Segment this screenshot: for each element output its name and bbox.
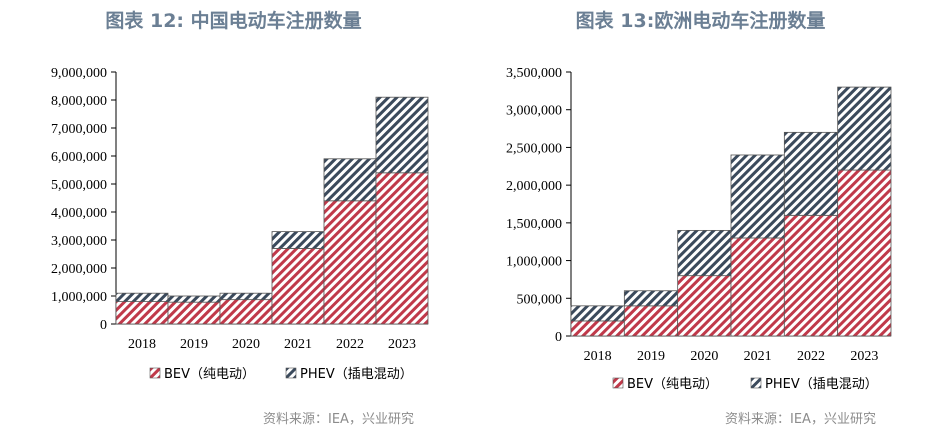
- y-tick-label: 0: [100, 318, 107, 333]
- legend-label-phev: PHEV（插电混动）: [300, 367, 413, 382]
- y-tick-label: 3,500,000: [506, 66, 562, 81]
- bar-segment-phev-2019: [167, 295, 221, 303]
- bar-segment-bev-2021: [271, 247, 325, 325]
- bar-segment-bev-2019: [623, 305, 679, 337]
- x-tick-label: 2022: [336, 337, 364, 352]
- bar-segment-phev-2023: [837, 86, 892, 171]
- y-tick-label: 1,000,000: [51, 290, 107, 305]
- bar-segment-bev-2020: [677, 275, 732, 337]
- bar-segment-bev-2019: [167, 301, 221, 325]
- x-tick-label: 2021: [744, 349, 772, 364]
- x-tick-label: 2019: [180, 337, 208, 352]
- bar-segment-phev-2020: [219, 292, 273, 301]
- y-tick-label: 8,000,000: [51, 94, 107, 109]
- chart-plot-china: 0 1,000,000 2,000,000 3,000,000 4,000,000 5,0…: [51, 66, 429, 382]
- bar-segment-bev-2020: [219, 299, 273, 325]
- x-tick-label: 2021: [284, 337, 312, 352]
- y-tick-label: 2,000,000: [51, 262, 107, 277]
- y-tick-label: 1,000,000: [506, 255, 562, 270]
- bar-segment-phev-2020: [677, 229, 732, 277]
- y-tick-label: 500,000: [517, 292, 563, 307]
- y-tick-label: 0: [555, 330, 562, 345]
- bar-segment-bev-2022: [323, 200, 377, 325]
- legend-swatch-phev: [285, 367, 297, 379]
- bar-segment-bev-2018: [570, 320, 625, 337]
- bar-segment-phev-2022: [783, 131, 839, 216]
- y-tick-label: 9,000,000: [51, 66, 107, 81]
- bar-segment-bev-2022: [783, 214, 839, 337]
- y-tick-label: 1,500,000: [506, 217, 562, 232]
- y-tick-label: 3,000,000: [506, 104, 562, 119]
- bar-segment-bev-2023: [837, 169, 892, 337]
- legend-swatch-phev: [750, 377, 762, 389]
- x-tick-label: 2019: [637, 349, 665, 364]
- x-tick-label: 2020: [232, 337, 260, 352]
- x-tick-label: 2018: [128, 337, 156, 352]
- chart-title: 图表 12: 中国电动车注册数量: [105, 10, 362, 32]
- y-tick-label: 5,000,000: [51, 178, 107, 193]
- chart-panel-europe: 图表 13:欧洲电动车注册数量 0 500,000 1,000,000 1,500,0…: [467, 0, 934, 431]
- bar-segment-phev-2019: [623, 290, 679, 307]
- bar-segment-phev-2022: [323, 158, 377, 202]
- x-tick-label: 2023: [850, 349, 878, 364]
- chart-title: 图表 13:欧洲电动车注册数量: [575, 10, 826, 32]
- x-tick-label: 2023: [388, 337, 416, 352]
- chart-plot-europe: 0 500,000 1,000,000 1,500,000 2,000,000 2,500…: [506, 66, 892, 392]
- bar-segment-phev-2018: [570, 305, 625, 322]
- x-tick-label: 2018: [584, 349, 612, 364]
- bar-segment-bev-2018: [115, 301, 169, 325]
- legend-label-bev: BEV（纯电动）: [627, 377, 718, 392]
- y-tick-label: 4,000,000: [51, 206, 107, 221]
- bar-segment-phev-2021: [271, 231, 325, 249]
- y-tick-label: 2,000,000: [506, 179, 562, 194]
- y-tick-label: 3,000,000: [51, 234, 107, 249]
- x-tick-label: 2020: [690, 349, 718, 364]
- bar-segment-bev-2021: [730, 237, 785, 337]
- x-tick-label: 2022: [797, 349, 825, 364]
- legend-swatch-bev: [149, 367, 161, 379]
- bar-segment-phev-2021: [730, 154, 785, 239]
- y-tick-label: 6,000,000: [51, 150, 107, 165]
- y-tick-label: 7,000,000: [51, 122, 107, 137]
- bar-segment-phev-2023: [375, 96, 429, 174]
- chart-panel-china: 图表 12: 中国电动车注册数量 0 1,000,000 2,000,000 3,00…: [51, 10, 429, 427]
- legend-label-bev: BEV（纯电动）: [164, 367, 255, 382]
- y-tick-label: 2,500,000: [506, 141, 562, 156]
- source-note: 资料来源：IEA，兴业研究: [263, 412, 414, 427]
- legend-label-phev: PHEV（插电混动）: [765, 377, 878, 392]
- bar-segment-bev-2023: [375, 172, 429, 325]
- bar-segment-phev-2018: [115, 292, 169, 303]
- legend-swatch-bev: [612, 377, 624, 389]
- source-note: 资料来源：IEA，兴业研究: [725, 412, 876, 427]
